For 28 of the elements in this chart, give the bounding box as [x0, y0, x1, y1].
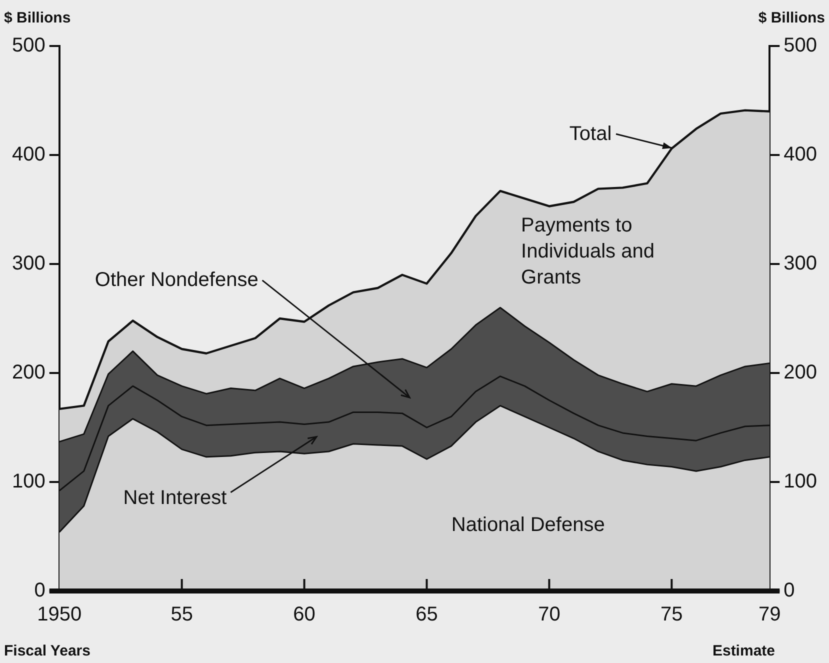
y2-axis-title: $ Billions: [758, 10, 825, 27]
y2-tick-label: 300: [784, 252, 818, 275]
y-tick-label: 300: [12, 252, 46, 275]
y-tick-label: 100: [12, 470, 46, 493]
y2-tick-label: 100: [784, 470, 818, 493]
x-tick-label: 65: [416, 604, 438, 626]
text: Other Nondefense: [94, 268, 258, 291]
y2-tick-label: 0: [784, 580, 795, 602]
x-tick-label: 60: [293, 604, 316, 626]
x-tick-label: 75: [660, 604, 683, 626]
x-tick-label: 79: [758, 604, 781, 626]
series-label: National Defense: [451, 514, 605, 536]
y-tick-label: 400: [12, 144, 46, 166]
series-label: Payments to Individuals and Grants: [521, 214, 654, 288]
y-axis-title: $ Billions: [4, 10, 71, 27]
y-tick-label: 500: [12, 34, 46, 57]
y2-tick-label: 500: [784, 34, 818, 57]
x-tick-label: 1950: [37, 604, 82, 626]
y2-tick-label: 400: [784, 144, 818, 166]
y-tick-label: 0: [34, 580, 46, 602]
annotation: Total: [569, 122, 612, 145]
x-tick-label: 70: [538, 604, 560, 626]
y2-tick-label: 200: [784, 362, 818, 384]
x-axis-title: Fiscal Years: [4, 642, 90, 660]
x-tick-label: 55: [170, 604, 193, 626]
series-label: Net Interest: [123, 486, 228, 509]
text: Estimate: [712, 642, 775, 660]
y-tick-label: 200: [12, 362, 46, 384]
